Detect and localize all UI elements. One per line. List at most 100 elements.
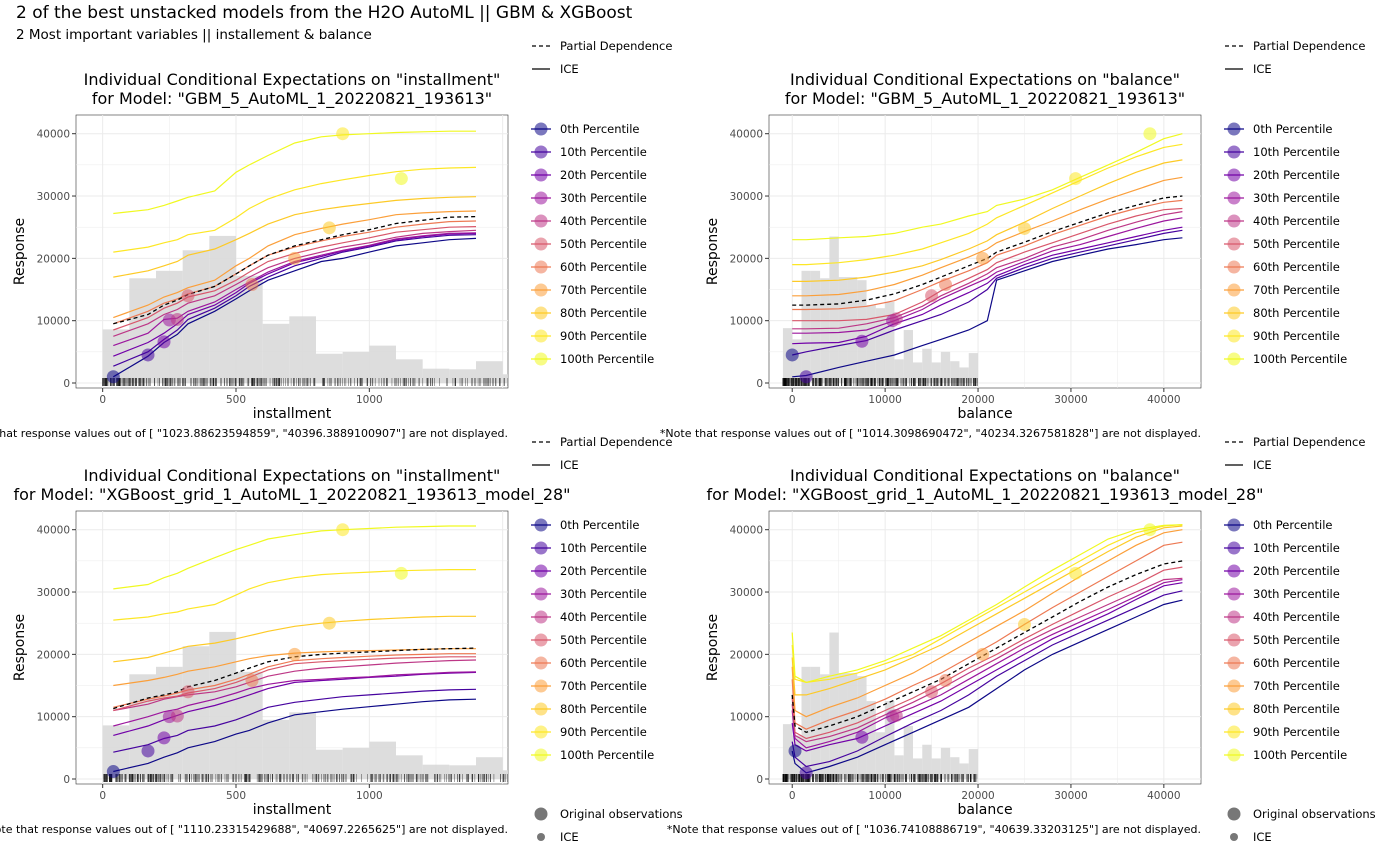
observation-point [181, 685, 195, 699]
legend-percentile-marker [1227, 702, 1241, 716]
ice-line-40th [792, 211, 1183, 330]
y-axis-label: Response [705, 614, 721, 681]
x-axis-label: balance [957, 802, 1012, 818]
y-tick-label: 20000 [37, 649, 70, 661]
partial-dependence-line [113, 647, 477, 710]
y-tick-label: 0 [756, 774, 763, 786]
histogram-bar [931, 758, 941, 780]
ice-line-0th [113, 698, 477, 773]
legend-percentile-label: 20th Percentile [560, 564, 647, 578]
y-axis-label: Response [12, 218, 28, 285]
legend-percentile-marker [1227, 679, 1241, 693]
x-tick-label: 0 [789, 790, 796, 802]
chart-title-line2: for Model: "XGBoost_grid_1_AutoML_1_2022… [706, 485, 1263, 505]
ice-line-30th [113, 671, 477, 727]
legend-obs-marker [534, 807, 548, 821]
histogram-bar [903, 726, 913, 780]
observation-point [785, 348, 799, 362]
histogram-bar [529, 381, 556, 383]
histogram-bar [396, 359, 423, 384]
observation-point [322, 221, 336, 235]
observation-point [106, 765, 120, 779]
rug [782, 378, 978, 386]
ice-line-70th [113, 210, 477, 319]
observation-point [889, 708, 903, 722]
histogram-bar [931, 362, 941, 384]
legend-percentile-label: 0th Percentile [1253, 122, 1333, 136]
ice-line-90th [791, 524, 1183, 684]
histogram-bar [913, 362, 923, 384]
legend-percentile-label: 10th Percentile [1253, 145, 1340, 159]
y-tick-label: 30000 [730, 191, 763, 203]
legend-percentile-marker [534, 541, 548, 555]
x-tick-label: 20000 [961, 790, 994, 802]
ice-line-70th [792, 176, 1183, 297]
histogram-bar [875, 732, 886, 780]
histogram-bar [801, 666, 811, 780]
legend-percentile-marker [1227, 306, 1241, 320]
legend-percentile-marker [534, 352, 548, 366]
out-of-range-note: *Note that response values out of [ "101… [660, 427, 1201, 440]
legend-percentile-marker [534, 306, 548, 320]
legend-percentile-marker [534, 656, 548, 670]
plot-content [782, 523, 1183, 782]
y-tick-label: 20000 [37, 253, 70, 265]
observation-point [939, 674, 953, 688]
legend-percentile-marker [1227, 352, 1241, 366]
observation-point [245, 674, 259, 688]
ice-line-40th [113, 659, 477, 712]
histogram-bar [801, 270, 811, 384]
legend-percentile-label: 20th Percentile [1253, 168, 1340, 182]
observation-point [394, 566, 408, 580]
rug [103, 774, 508, 782]
ice-line-0th [791, 599, 1183, 774]
legend-percentile-marker [534, 214, 548, 228]
partial-dependence-line [113, 215, 477, 325]
legend-percentile-marker [534, 610, 548, 624]
legend-percentile-label: 60th Percentile [1253, 260, 1340, 274]
ice-line-100th [792, 133, 1183, 241]
legend-percentile-label: 100th Percentile [1253, 352, 1347, 366]
legend-percentile-label: 10th Percentile [560, 541, 647, 555]
y-tick-label: 40000 [730, 129, 763, 141]
legend-percentile-label: 30th Percentile [1253, 587, 1340, 601]
observation-point [1017, 617, 1031, 631]
histogram-bar [422, 368, 450, 384]
plot-content [782, 127, 1183, 386]
observation-point [141, 744, 155, 758]
histogram-bar [262, 323, 290, 384]
histogram-bar [792, 339, 802, 384]
histogram-bar [847, 277, 858, 384]
legend-percentile-label: 20th Percentile [560, 168, 647, 182]
y-tick-label: 10000 [730, 316, 763, 328]
x-axis-label: installment [253, 406, 332, 422]
legend-percentile-marker [1227, 214, 1241, 228]
x-tick-label: 40000 [1147, 394, 1180, 406]
legend-percentile-marker [1227, 329, 1241, 343]
histogram-bar [940, 747, 951, 780]
legend-percentile-marker [1227, 656, 1241, 670]
chart-title-line1: Individual Conditional Expectations on "… [790, 466, 1180, 485]
legend-percentile-marker [534, 237, 548, 251]
y-tick-label: 20000 [730, 649, 763, 661]
x-tick-label: 30000 [1054, 394, 1087, 406]
legend-percentile-label: 0th Percentile [560, 518, 640, 532]
x-tick-label: 0 [789, 394, 796, 406]
chart-panel-3: Individual Conditional Expectations on "… [0, 435, 683, 844]
ice-line-70th [113, 648, 476, 687]
observation-point [157, 731, 171, 745]
y-tick-label: 0 [63, 378, 70, 390]
legend-percentile-label: 70th Percentile [1253, 679, 1340, 693]
ice-line-90th [113, 166, 477, 253]
histogram-bar [959, 367, 969, 384]
legend-percentile-label: 80th Percentile [560, 306, 647, 320]
x-tick-label: 500 [226, 790, 246, 802]
observation-point [939, 278, 953, 292]
ice-line-10th [791, 590, 1183, 768]
histogram-bar [449, 369, 476, 384]
legend-pd-label: Partial Dependence [560, 435, 672, 449]
observation-point [394, 172, 408, 186]
ice-line-80th [113, 615, 476, 663]
legend-percentile-label: 70th Percentile [560, 679, 647, 693]
histogram-bar [396, 755, 423, 780]
